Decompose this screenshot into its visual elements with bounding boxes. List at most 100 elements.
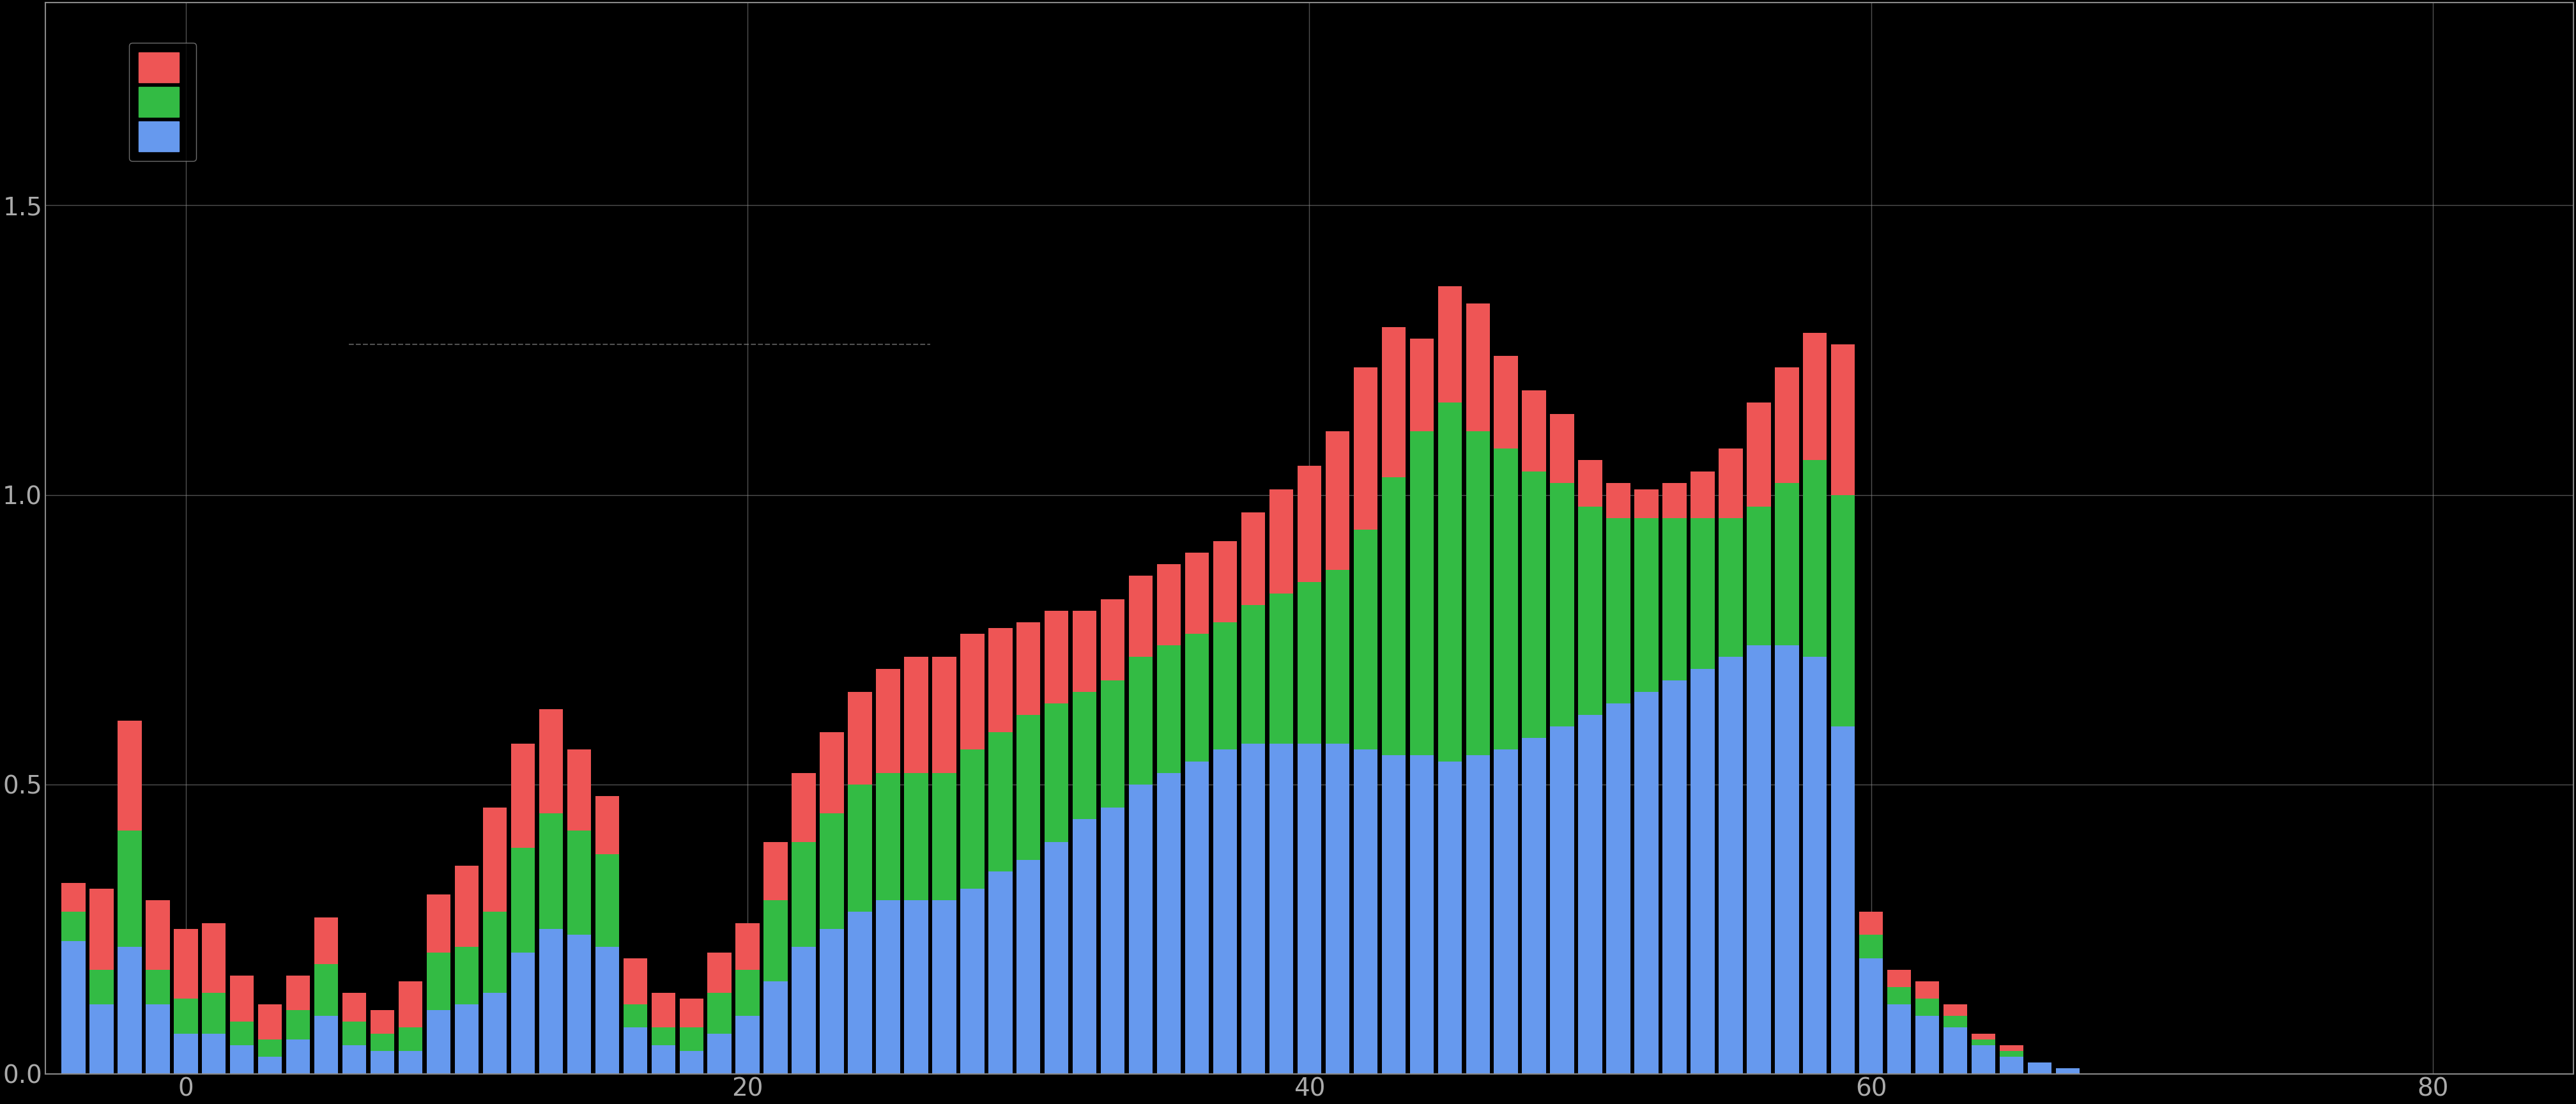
Bar	[1607, 484, 1631, 518]
Bar	[791, 946, 817, 1074]
Bar	[1860, 912, 1883, 935]
Bar	[1662, 518, 1687, 680]
Bar	[989, 871, 1012, 1074]
Bar	[1185, 553, 1208, 634]
Bar	[1718, 448, 1741, 518]
Bar	[1409, 432, 1435, 755]
Bar	[1522, 739, 1546, 1074]
Bar	[510, 744, 536, 848]
Bar	[314, 1016, 337, 1074]
Bar	[1999, 1051, 2025, 1057]
Bar	[1128, 785, 1154, 1074]
Bar	[286, 1039, 309, 1074]
Bar	[961, 634, 984, 750]
Bar	[343, 992, 366, 1022]
Bar	[623, 958, 647, 1005]
Bar	[2027, 1062, 2050, 1074]
Bar	[1128, 576, 1154, 657]
Bar	[258, 1005, 281, 1039]
Bar	[314, 964, 337, 1016]
Bar	[1352, 750, 1378, 1074]
Bar	[1662, 680, 1687, 1074]
Bar	[1971, 1039, 1996, 1045]
Bar	[595, 946, 618, 1074]
Bar	[538, 709, 564, 814]
Bar	[1636, 489, 1659, 518]
Bar	[1888, 969, 1911, 987]
Bar	[1157, 773, 1180, 1074]
Bar	[1437, 762, 1461, 1074]
Bar	[762, 900, 788, 981]
Bar	[428, 894, 451, 953]
Bar	[1046, 842, 1069, 1074]
Bar	[1409, 339, 1435, 432]
Bar	[229, 976, 255, 1022]
Bar	[1046, 703, 1069, 842]
Bar	[482, 992, 507, 1074]
Bar	[1551, 414, 1574, 484]
Bar	[989, 628, 1012, 732]
Bar	[1466, 304, 1489, 432]
Bar	[456, 866, 479, 946]
Bar	[1551, 484, 1574, 726]
Bar	[567, 830, 590, 935]
Bar	[1100, 808, 1126, 1074]
Bar	[428, 953, 451, 1010]
Bar	[989, 732, 1012, 871]
Bar	[482, 912, 507, 992]
Bar	[90, 969, 113, 1005]
Bar	[1466, 432, 1489, 755]
Bar	[1072, 692, 1097, 819]
Bar	[1185, 762, 1208, 1074]
Bar	[1381, 755, 1406, 1074]
Bar	[399, 1051, 422, 1074]
Bar	[482, 808, 507, 912]
Bar	[819, 930, 845, 1074]
Bar	[1213, 541, 1236, 623]
Bar	[1018, 715, 1041, 860]
Bar	[1860, 935, 1883, 958]
Bar	[876, 900, 899, 1074]
Bar	[399, 981, 422, 1028]
Bar	[737, 1016, 760, 1074]
Bar	[1213, 623, 1236, 750]
Bar	[229, 1022, 255, 1045]
Bar	[1157, 564, 1180, 646]
Bar	[848, 912, 871, 1074]
Bar	[1185, 634, 1208, 762]
Bar	[1018, 623, 1041, 715]
Bar	[567, 935, 590, 1074]
Bar	[286, 976, 309, 1010]
Bar	[1971, 1033, 1996, 1039]
Bar	[1775, 484, 1798, 646]
Bar	[819, 732, 845, 814]
Bar	[1747, 402, 1770, 507]
Bar	[595, 796, 618, 853]
Bar	[2056, 1069, 2079, 1074]
Bar	[1690, 471, 1716, 518]
Bar	[343, 1022, 366, 1045]
Bar	[904, 773, 927, 900]
Bar	[1381, 327, 1406, 478]
Bar	[1352, 530, 1378, 750]
Bar	[1718, 657, 1741, 1074]
Bar	[819, 814, 845, 930]
Bar	[1522, 471, 1546, 739]
Bar	[1607, 703, 1631, 1074]
Bar	[708, 1033, 732, 1074]
Bar	[510, 953, 536, 1074]
Bar	[62, 883, 85, 912]
Bar	[1466, 755, 1489, 1074]
Bar	[1832, 344, 1855, 495]
Bar	[1942, 1005, 1968, 1016]
Bar	[1494, 355, 1517, 448]
Legend: , , : , ,	[129, 43, 196, 161]
Bar	[399, 1028, 422, 1051]
Bar	[1100, 680, 1126, 808]
Bar	[1579, 507, 1602, 715]
Bar	[118, 830, 142, 946]
Bar	[1690, 669, 1716, 1074]
Bar	[147, 900, 170, 969]
Bar	[456, 946, 479, 1005]
Bar	[652, 992, 675, 1028]
